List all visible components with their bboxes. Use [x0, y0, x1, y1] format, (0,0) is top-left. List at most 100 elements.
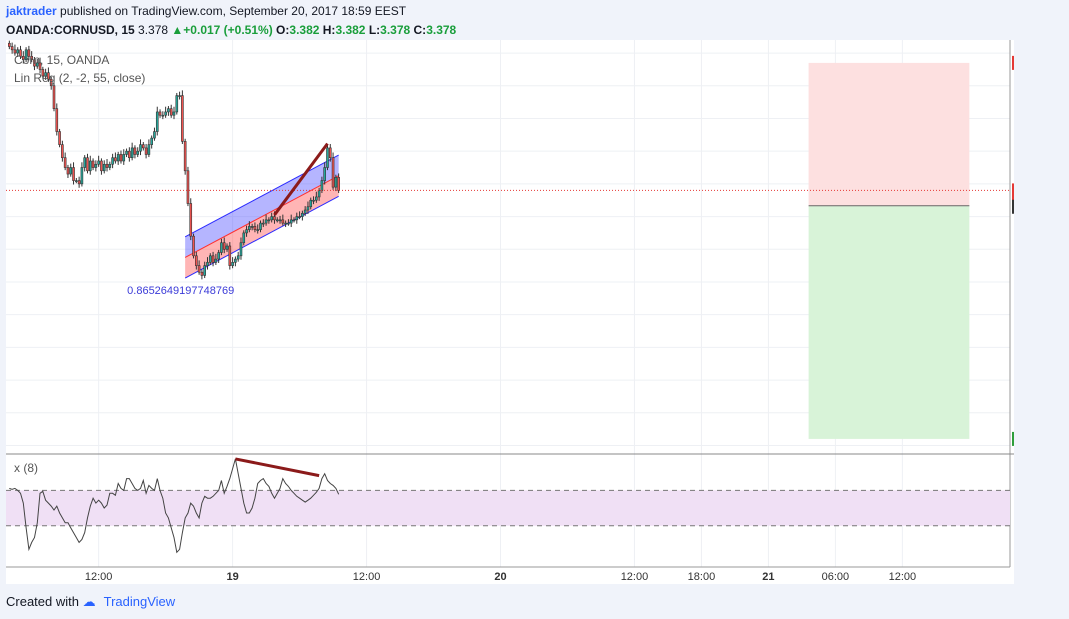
candle-up [175, 95, 179, 113]
candle-down [183, 141, 187, 172]
candle-up [267, 219, 271, 222]
high-label: H: [322, 23, 336, 37]
candle-down [281, 219, 285, 224]
chart-header: jaktrader published on TradingView.com, … [0, 0, 1069, 40]
candle-down [72, 167, 75, 181]
chart-area[interactable]: 0.86526491977487693.3003.3103.3203.3303.… [6, 40, 1014, 584]
candle-up [301, 213, 304, 217]
time-tick-label: 20 [494, 571, 506, 583]
candle-up [326, 147, 329, 168]
countdown-tag-bg [1012, 188, 1014, 203]
candle-up [234, 258, 237, 263]
time-tick-label: 18:00 [688, 571, 716, 583]
candle-up [225, 245, 229, 250]
candle-up [236, 255, 240, 260]
candle-up [153, 131, 156, 139]
osc-trend-line [235, 457, 320, 478]
candle-down [27, 49, 31, 57]
candle-up [248, 226, 251, 230]
candle-up [125, 150, 128, 155]
candle-down [63, 157, 67, 168]
candle-up [334, 177, 338, 188]
candle-up [214, 258, 218, 263]
tradingview-logo-icon: ☁ [82, 594, 96, 609]
candle-up [147, 144, 151, 155]
candle-down [181, 95, 184, 142]
linreg-value-label: 0.8652649197748769 [127, 285, 234, 297]
time-tick-label: 12:00 [85, 571, 113, 583]
candle-down [253, 226, 257, 230]
time-tick-label: 19 [226, 571, 238, 583]
candle-down [58, 131, 61, 145]
candle-up [122, 154, 126, 162]
candle-down [41, 69, 45, 77]
candle-up [239, 242, 243, 257]
osc-legend: x (8) [14, 461, 38, 475]
candle-up [116, 154, 120, 162]
candle-down [331, 157, 335, 188]
candle-up [315, 196, 318, 201]
author-name[interactable]: jaktrader [6, 4, 57, 18]
candle-up [320, 180, 324, 191]
candle-down [200, 271, 204, 276]
candle-up [35, 62, 39, 67]
candle-down [337, 177, 340, 191]
candle-down [33, 59, 36, 67]
close-value: 3.378 [426, 23, 457, 37]
candle-up [317, 190, 321, 198]
candle-down [19, 49, 22, 57]
candle-down [77, 180, 81, 185]
publish-info: jaktrader published on TradingView.com, … [6, 4, 406, 18]
up-arrow-icon: ▲ [171, 23, 184, 37]
chart-canvas[interactable]: 0.86526491977487693.3003.3103.3203.3303.… [6, 40, 1014, 584]
low-label: L: [368, 23, 381, 37]
created-with-text: Created with [6, 594, 79, 609]
candle-down [119, 154, 123, 162]
candle-down [52, 85, 56, 109]
tradingview-link[interactable]: TradingView [103, 594, 176, 609]
candle-up [250, 226, 254, 228]
candle-down [105, 163, 109, 168]
candle-up [44, 72, 47, 77]
candle-down [61, 144, 64, 159]
candle-up [172, 111, 176, 116]
candle-up [94, 163, 98, 168]
candle-down [222, 242, 226, 250]
candle-up [108, 163, 112, 168]
candle-down [91, 160, 95, 168]
candle-up [208, 255, 212, 263]
candle-down [169, 108, 173, 116]
target-price-tag-bg [1012, 55, 1014, 70]
candle-up [111, 157, 114, 165]
candle-up [275, 219, 279, 222]
candle-down [66, 167, 70, 175]
candle-up [155, 111, 159, 132]
price-change: +0.017 (+0.51%) [183, 23, 273, 37]
linreg-upper-line [184, 154, 339, 238]
candle-up [295, 216, 299, 221]
candle-up [298, 216, 301, 218]
candle-up [323, 167, 326, 181]
candle-up [88, 160, 92, 172]
candle-down [30, 56, 33, 60]
candle-down [195, 255, 198, 266]
time-tick-label: 06:00 [822, 571, 850, 583]
candle-down [100, 160, 103, 172]
candle-up [231, 262, 234, 266]
open-value: 3.382 [289, 23, 320, 37]
candle-up [102, 163, 106, 172]
time-tick-label: 12:00 [889, 571, 917, 583]
time-tick-label: 12:00 [353, 571, 381, 583]
candle-up [24, 49, 28, 60]
reward-zone [808, 205, 970, 439]
candle-up [97, 160, 100, 165]
open-label: O: [276, 23, 290, 37]
candle-up [178, 95, 181, 97]
candle-up [69, 167, 73, 175]
linreg-lower-band [185, 175, 339, 279]
candle-up [303, 209, 307, 214]
candle-up [161, 114, 165, 117]
candle-up [220, 242, 223, 253]
candle-up [278, 219, 282, 222]
candle-up [136, 150, 140, 155]
